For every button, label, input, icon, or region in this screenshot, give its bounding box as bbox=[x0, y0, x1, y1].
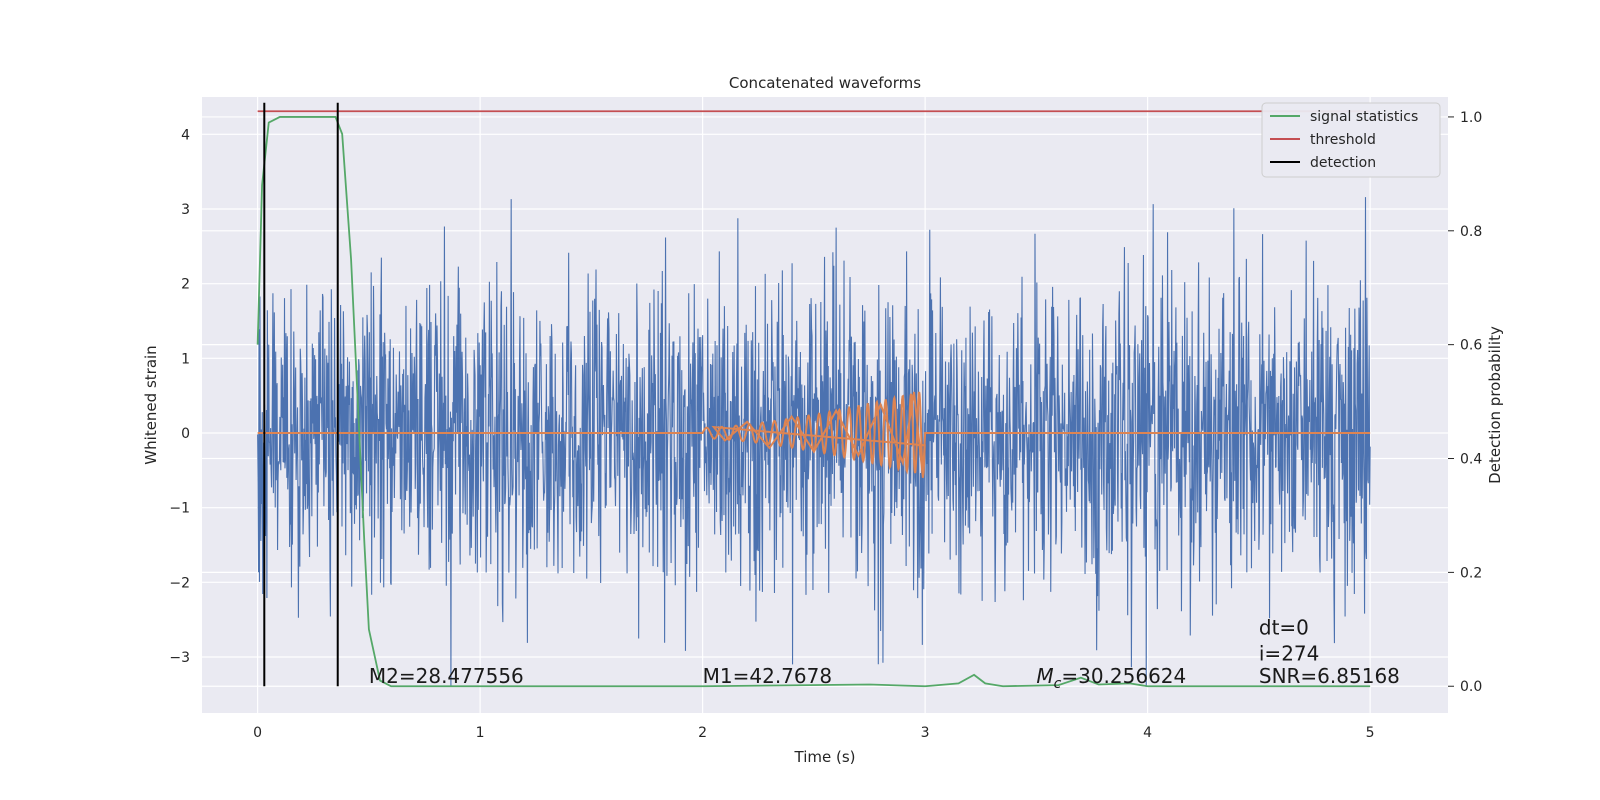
x-tick-label: 0 bbox=[253, 725, 262, 741]
y-tick-label: 3 bbox=[181, 202, 190, 218]
legend-label: signal statistics bbox=[1310, 109, 1418, 125]
x-tick-label: 5 bbox=[1366, 725, 1375, 741]
annotation-text: M1=42.7678 bbox=[703, 664, 832, 688]
y-tick-label: 2 bbox=[181, 277, 190, 293]
template-line bbox=[257, 391, 1371, 478]
annotation-text: i=274 bbox=[1259, 642, 1320, 666]
annotation-text: Mc=30.256624 bbox=[1036, 664, 1186, 692]
signal-statistics-series bbox=[256, 116, 1371, 688]
y-tick-label: 0 bbox=[181, 426, 190, 442]
signal-statistics-line bbox=[256, 116, 1371, 688]
y-axis-label: Whitened strain bbox=[142, 345, 160, 464]
y-tick-label: −2 bbox=[169, 575, 190, 591]
annotations: M2=28.477556 M1=42.7678 Mc=30.256624 dt=0i=… bbox=[369, 616, 1400, 693]
y-tick-label: −1 bbox=[169, 501, 190, 517]
axes: 0 1 2 3 4 5 −3 −2 −1 0 1 2 3 4 0.0 0.2 0.4 0.6 0.8 1.0 bbox=[169, 110, 1482, 741]
y2-tick-label: 0.0 bbox=[1460, 679, 1482, 695]
annotation-text: SNR=6.85168 bbox=[1259, 664, 1400, 688]
legend-label: detection bbox=[1310, 155, 1376, 171]
y2-tick-label: 0.2 bbox=[1460, 565, 1482, 581]
strain-line bbox=[257, 197, 1371, 687]
y2-axis-label: Detection probability bbox=[1486, 326, 1504, 484]
y2-tick-label: 0.8 bbox=[1460, 224, 1482, 240]
y-tick-label: 4 bbox=[181, 127, 190, 143]
x-tick-label: 1 bbox=[476, 725, 485, 741]
template-series bbox=[257, 391, 1371, 478]
x-tick-label: 4 bbox=[1143, 725, 1152, 741]
x-tick-label: 2 bbox=[698, 725, 707, 741]
legend-label: threshold bbox=[1310, 132, 1376, 148]
x-tick-label: 3 bbox=[921, 725, 930, 741]
annotation-text: dt=0 bbox=[1259, 616, 1309, 640]
x-axis-label: Time (s) bbox=[794, 748, 856, 766]
annotation-text: M2=28.477556 bbox=[369, 664, 524, 688]
legend: signal statistics threshold detection bbox=[1261, 102, 1441, 178]
detection-lines bbox=[263, 102, 339, 687]
y2-tick-label: 0.6 bbox=[1460, 338, 1482, 354]
y-tick-label: −3 bbox=[169, 650, 190, 666]
legend-frame bbox=[1261, 102, 1441, 178]
chart-title: Concatenated waveforms bbox=[729, 74, 921, 92]
y-tick-label: 1 bbox=[181, 351, 190, 367]
y2-tick-label: 1.0 bbox=[1460, 110, 1482, 126]
whitened-strain-series bbox=[257, 197, 1371, 687]
y2-tick-label: 0.4 bbox=[1460, 452, 1482, 468]
